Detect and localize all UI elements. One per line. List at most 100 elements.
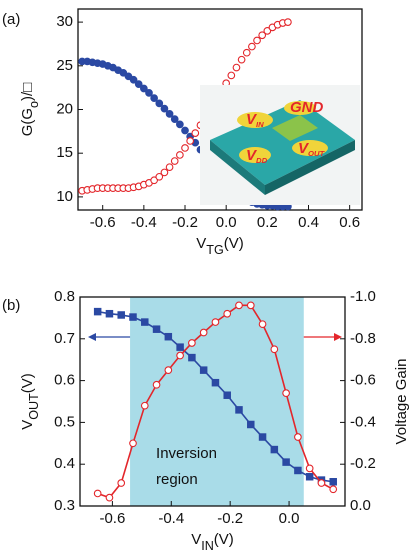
- y-tick-label: 15: [56, 144, 73, 161]
- data-point: [129, 75, 138, 84]
- pad: [237, 112, 273, 128]
- y-tick-label: 0.6: [54, 372, 75, 389]
- substrate-top: [210, 100, 355, 185]
- y2-tick-label: -0.2: [350, 455, 376, 472]
- x-axis-label-part: V: [196, 235, 206, 252]
- x-tick-label: -0.6: [90, 214, 116, 231]
- x-tick-label: 0.6: [339, 214, 360, 231]
- inset-label: VIN: [246, 111, 264, 129]
- inset-label: VOUT: [298, 140, 326, 158]
- data-point: [117, 311, 125, 319]
- x-tick-label: -0.6: [99, 510, 125, 527]
- data-point: [129, 313, 137, 321]
- y2-tick-label: -0.4: [350, 413, 376, 430]
- data-point: [150, 176, 158, 185]
- data-point: [211, 318, 220, 326]
- y-tick-label: 25: [56, 57, 73, 74]
- y2-axis-label-part: Voltage Gain: [393, 359, 410, 445]
- data-point: [155, 99, 164, 108]
- data-point: [223, 391, 231, 399]
- data-point: [270, 345, 279, 354]
- y-tick-label: 0.8: [54, 288, 75, 305]
- y-axis-label-part: G(G: [19, 108, 36, 136]
- data-point: [227, 71, 236, 80]
- data-point: [223, 309, 232, 318]
- data-point: [152, 380, 161, 389]
- data-point: [181, 126, 189, 135]
- data-point: [152, 325, 161, 333]
- pad: [284, 101, 316, 115]
- channel: [272, 115, 318, 141]
- panel-label: (b): [2, 297, 20, 314]
- inset-label-part: V: [246, 147, 258, 164]
- y-axis-label: VOUT(V): [19, 373, 41, 430]
- data-point: [294, 466, 302, 475]
- y-axis-label-part: o: [27, 101, 41, 108]
- panel-label: (a): [2, 11, 20, 28]
- data-point: [191, 129, 200, 137]
- x-tick-label: 0.0: [216, 214, 237, 231]
- y-tick-label: 10: [56, 188, 73, 205]
- inset-label-part: V: [298, 140, 310, 157]
- x-tick-label: 0.0: [279, 510, 300, 527]
- data-point: [199, 328, 208, 337]
- pad: [239, 147, 271, 163]
- y-tick-label: 0.5: [54, 413, 75, 430]
- data-point: [284, 18, 292, 26]
- data-point: [270, 445, 279, 454]
- substrate-front: [265, 140, 355, 195]
- y-axis-label-part: (V): [19, 373, 36, 393]
- data-point: [164, 332, 173, 341]
- y-tick-label: 30: [56, 13, 73, 30]
- data-point: [235, 301, 243, 310]
- data-point: [246, 301, 255, 310]
- data-point: [150, 94, 158, 102]
- x-axis-label-part: TG: [206, 243, 224, 257]
- y-axis-label-part: V: [19, 420, 36, 430]
- data-point: [199, 366, 208, 374]
- data-point: [188, 339, 196, 347]
- y2-axis-label: Voltage Gain: [393, 359, 410, 445]
- data-point: [176, 351, 184, 360]
- y-axis-label: G(Go)/□: [19, 83, 41, 137]
- x-tick-label: 0.4: [298, 214, 319, 231]
- data-point: [258, 433, 267, 441]
- data-point: [141, 318, 149, 326]
- data-point: [258, 31, 267, 40]
- data-point: [119, 68, 128, 77]
- data-point: [117, 479, 126, 487]
- data-point: [176, 120, 184, 129]
- data-point: [170, 115, 179, 123]
- data-point: [140, 84, 148, 93]
- device-inset: VIN GND VDD VOUT: [200, 85, 360, 205]
- data-point: [105, 493, 114, 502]
- x-axis-label-part: (V): [214, 531, 234, 548]
- data-point: [145, 89, 153, 97]
- data-point: [247, 420, 255, 429]
- x-tick-label: -0.2: [217, 510, 243, 527]
- data-point: [93, 307, 102, 316]
- plot-frame: [79, 296, 346, 507]
- inset-label: GND: [290, 99, 324, 116]
- inset-label: VDD: [246, 147, 268, 165]
- data-point: [248, 42, 256, 51]
- x-axis-label-part: (V): [224, 235, 244, 252]
- x-tick-label: -0.2: [172, 214, 198, 231]
- y2-tick-label: -0.6: [350, 372, 376, 389]
- data-point: [165, 163, 174, 172]
- data-point: [305, 472, 314, 481]
- x-tick-label: 0.2: [257, 214, 278, 231]
- data-point: [170, 157, 179, 165]
- data-point: [329, 478, 337, 486]
- data-point: [186, 137, 195, 145]
- substrate-side: [210, 140, 265, 195]
- data-point: [263, 26, 272, 35]
- data-point: [105, 309, 114, 318]
- data-point: [258, 320, 267, 329]
- data-point: [253, 36, 261, 45]
- data-point: [232, 63, 241, 72]
- inset-label-part: GND: [290, 99, 324, 116]
- arrowhead: [334, 333, 342, 341]
- data-point: [235, 406, 243, 414]
